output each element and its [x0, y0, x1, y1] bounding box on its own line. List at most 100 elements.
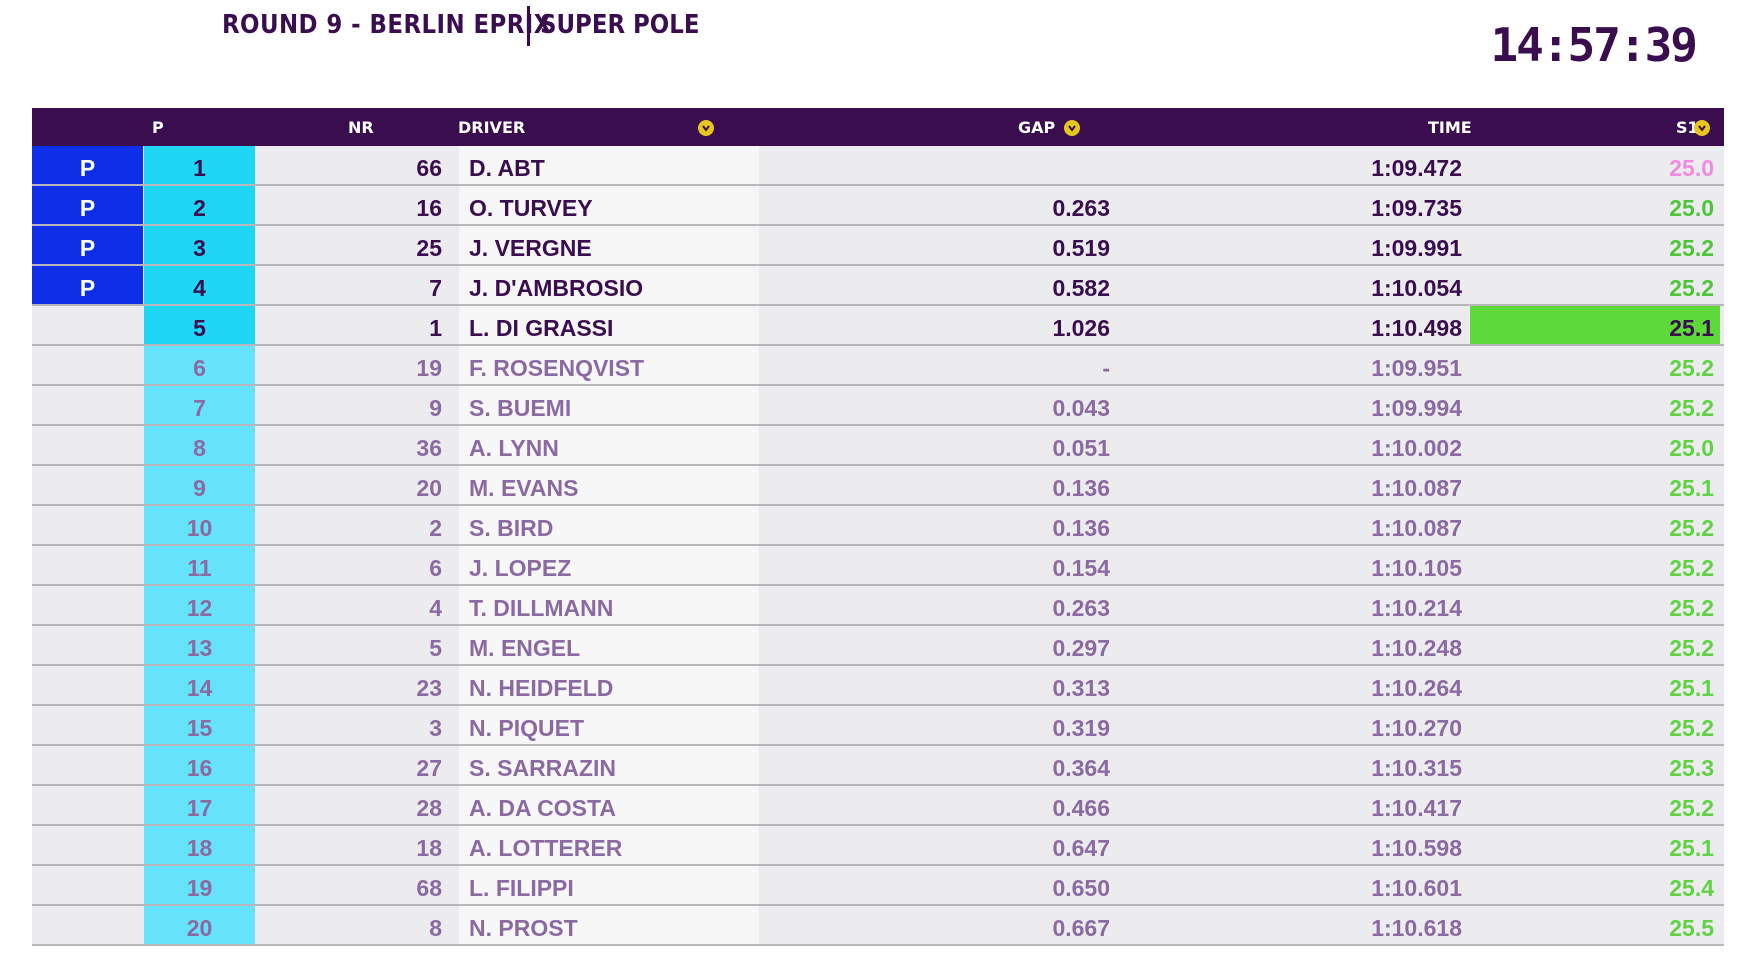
- gap-cell: 0.263: [1052, 595, 1110, 621]
- car-number-cell: 20: [416, 475, 442, 501]
- session-clock: 14:57:39: [1490, 18, 1698, 72]
- lap-time-cell: 1:10.315: [1371, 755, 1462, 781]
- table-row[interactable]: 14 23 N. HEIDFELD 0.313 1:10.264 25.1: [32, 666, 1724, 706]
- sector1-cell: 25.3: [1669, 755, 1714, 781]
- position-cell: 12: [144, 586, 255, 624]
- position-cell: 19: [144, 866, 255, 904]
- car-number-cell: 5: [429, 635, 442, 661]
- status-cell: [32, 386, 143, 424]
- gap-cell: 0.154: [1052, 555, 1110, 581]
- sector1-cell: 25.1: [1470, 306, 1720, 344]
- position-cell: 16: [144, 746, 255, 784]
- lap-time-cell: 1:10.264: [1371, 675, 1462, 701]
- position-cell: 17: [144, 786, 255, 824]
- table-row[interactable]: 6 19 F. ROSENQVIST - 1:09.951 25.2: [32, 346, 1724, 386]
- position-cell: 2: [144, 186, 255, 224]
- lap-time-cell: 1:10.105: [1371, 555, 1462, 581]
- status-cell: [32, 626, 143, 664]
- sector1-cell: 25.2: [1669, 635, 1714, 661]
- gap-cell: 0.647: [1052, 835, 1110, 861]
- table-row[interactable]: 13 5 M. ENGEL 0.297 1:10.248 25.2: [32, 626, 1724, 666]
- table-row[interactable]: 18 18 A. LOTTERER 0.647 1:10.598 25.1: [32, 826, 1724, 866]
- position-cell: 11: [144, 546, 255, 584]
- driver-name-cell: N. PIQUET: [459, 706, 759, 744]
- sector1-cell: 25.5: [1669, 915, 1714, 941]
- gap-cell: 0.051: [1052, 435, 1110, 461]
- top-bar: ROUND 9 - BERLIN EPRIX SUPER POLE 14:57:…: [0, 0, 1748, 108]
- table-row[interactable]: 15 3 N. PIQUET 0.319 1:10.270 25.2: [32, 706, 1724, 746]
- driver-name-cell: S. SARRAZIN: [459, 746, 759, 784]
- table-row[interactable]: 17 28 A. DA COSTA 0.466 1:10.417 25.2: [32, 786, 1724, 826]
- status-cell: [32, 426, 143, 464]
- sector1-cell: 25.1: [1669, 675, 1714, 701]
- position-cell: 3: [144, 226, 255, 264]
- sector1-cell: 25.0: [1669, 195, 1714, 221]
- gap-cell: 0.136: [1052, 475, 1110, 501]
- table-row[interactable]: 5 1 L. DI GRASSI 1.026 1:10.498 25.1: [32, 306, 1724, 346]
- gap-cell: 0.667: [1052, 915, 1110, 941]
- car-number-cell: 27: [416, 755, 442, 781]
- position-cell: 13: [144, 626, 255, 664]
- sector1-cell: 25.1: [1669, 835, 1714, 861]
- gap-cell: 0.519: [1052, 235, 1110, 261]
- table-row[interactable]: 8 36 A. LYNN 0.051 1:10.002 25.0: [32, 426, 1724, 466]
- driver-name-cell: A. LYNN: [459, 426, 759, 464]
- table-row[interactable]: 19 68 L. FILIPPI 0.650 1:10.601 25.4: [32, 866, 1724, 906]
- position-cell: 7: [144, 386, 255, 424]
- lap-time-cell: 1:10.598: [1371, 835, 1462, 861]
- s1-sort-chevron-icon[interactable]: [1694, 120, 1710, 136]
- table-row[interactable]: 20 8 N. PROST 0.667 1:10.618 25.5: [32, 906, 1724, 946]
- gap-sort-chevron-icon[interactable]: [1064, 120, 1080, 136]
- position-cell: 1: [144, 146, 255, 184]
- gap-cell: 0.263: [1052, 195, 1110, 221]
- status-cell: [32, 506, 143, 544]
- lap-time-cell: 1:10.002: [1371, 435, 1462, 461]
- position-cell: 5: [144, 306, 255, 344]
- sector1-cell: 25.2: [1669, 795, 1714, 821]
- driver-name-cell: A. DA COSTA: [459, 786, 759, 824]
- sector1-cell: 25.2: [1669, 275, 1714, 301]
- car-number-cell: 7: [429, 275, 442, 301]
- car-number-cell: 23: [416, 675, 442, 701]
- lap-time-cell: 1:09.735: [1371, 195, 1462, 221]
- status-cell: P: [32, 186, 143, 224]
- sector1-cell: 25.4: [1669, 875, 1714, 901]
- position-cell: 10: [144, 506, 255, 544]
- car-number-cell: 36: [416, 435, 442, 461]
- table-row[interactable]: P 2 16 O. TURVEY 0.263 1:09.735 25.0: [32, 186, 1724, 226]
- sector1-cell: 25.2: [1669, 555, 1714, 581]
- sector1-cell: 25.0: [1669, 435, 1714, 461]
- gap-cell: 0.319: [1052, 715, 1110, 741]
- round-title: ROUND 9 - BERLIN EPRIX: [222, 10, 552, 40]
- sector1-cell: 25.2: [1669, 235, 1714, 261]
- table-row[interactable]: 16 27 S. SARRAZIN 0.364 1:10.315 25.3: [32, 746, 1724, 786]
- table-row[interactable]: 10 2 S. BIRD 0.136 1:10.087 25.2: [32, 506, 1724, 546]
- table-row[interactable]: P 3 25 J. VERGNE 0.519 1:09.991 25.2: [32, 226, 1724, 266]
- driver-sort-chevron-icon[interactable]: [698, 120, 714, 136]
- table-row[interactable]: 7 9 S. BUEMI 0.043 1:09.994 25.2: [32, 386, 1724, 426]
- table-row[interactable]: 9 20 M. EVANS 0.136 1:10.087 25.1: [32, 466, 1724, 506]
- driver-name-cell: L. FILIPPI: [459, 866, 759, 904]
- table-row[interactable]: P 4 7 J. D'AMBROSIO 0.582 1:10.054 25.2: [32, 266, 1724, 306]
- car-number-cell: 8: [429, 915, 442, 941]
- position-cell: 4: [144, 266, 255, 304]
- table-row[interactable]: 11 6 J. LOPEZ 0.154 1:10.105 25.2: [32, 546, 1724, 586]
- status-cell: [32, 546, 143, 584]
- position-cell: 9: [144, 466, 255, 504]
- table-row[interactable]: 12 4 T. DILLMANN 0.263 1:10.214 25.2: [32, 586, 1724, 626]
- position-cell: 18: [144, 826, 255, 864]
- driver-name-cell: M. ENGEL: [459, 626, 759, 664]
- table-row[interactable]: P 1 66 D. ABT 1:09.472 25.0: [32, 146, 1724, 186]
- position-cell: 6: [144, 346, 255, 384]
- driver-name-cell: S. BIRD: [459, 506, 759, 544]
- status-cell: [32, 706, 143, 744]
- lap-time-cell: 1:09.991: [1371, 235, 1462, 261]
- driver-name-cell: A. LOTTERER: [459, 826, 759, 864]
- lap-time-cell: 1:09.994: [1371, 395, 1462, 421]
- position-cell: 20: [144, 906, 255, 944]
- status-cell: [32, 666, 143, 704]
- sector1-cell: 25.2: [1669, 595, 1714, 621]
- column-header-time: TIME: [1428, 118, 1472, 137]
- status-cell: [32, 866, 143, 904]
- driver-name-cell: J. D'AMBROSIO: [459, 266, 759, 304]
